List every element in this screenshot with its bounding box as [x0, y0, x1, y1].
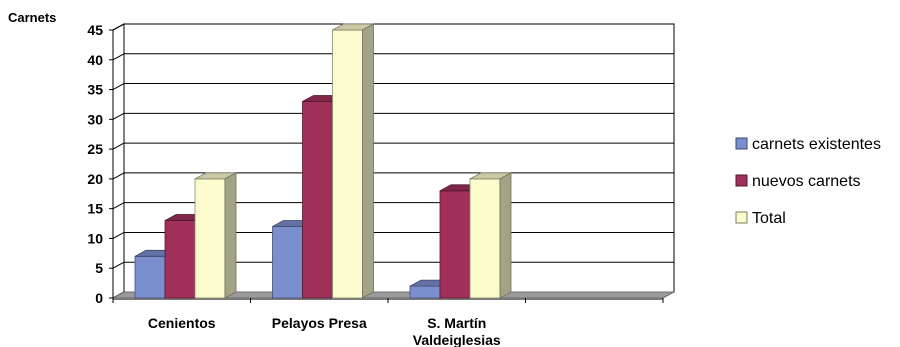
y-tick-label: 40 — [87, 52, 103, 68]
side-wall — [112, 23, 125, 299]
legend-swatch — [735, 137, 748, 150]
bar-front — [164, 220, 196, 299]
gridline-side — [112, 261, 125, 269]
y-tick-label: 35 — [87, 82, 103, 98]
y-tick-label: 30 — [87, 111, 103, 127]
bar-front — [439, 190, 471, 299]
legend-label: nuevos carnets — [752, 173, 861, 190]
y-tick-label: 20 — [87, 171, 103, 187]
bar — [332, 23, 374, 299]
bars — [134, 23, 512, 299]
bar-front — [332, 29, 363, 299]
bar-front — [272, 226, 303, 299]
gridline-side — [112, 142, 125, 150]
y-axis: 0 5 10 15 20 25 30 35 40 45 — [87, 22, 114, 306]
bar-side — [499, 172, 512, 299]
gridline-side — [112, 232, 125, 239]
bar-side — [362, 23, 374, 299]
gridline-side — [112, 23, 125, 31]
y-tick-label: 45 — [87, 22, 103, 38]
gridline-side — [112, 53, 125, 61]
x-axis: Cenientos Pelayos Presa S. Martín Valdeigle… — [112, 298, 664, 347]
gridline-side — [112, 112, 125, 120]
bar-front — [302, 101, 333, 299]
x-tick-label: S. Martín Valdeiglesias — [413, 315, 501, 347]
bar-front — [409, 285, 441, 299]
bar — [194, 172, 237, 299]
legend-swatch — [735, 211, 748, 224]
y-tick-label: 5 — [95, 260, 103, 276]
bar-front — [134, 255, 166, 299]
legend-label: Total — [752, 210, 786, 227]
bar-front — [469, 178, 501, 299]
y-tick-label: 25 — [87, 141, 103, 157]
bar-front — [194, 178, 226, 299]
bar — [469, 172, 512, 299]
legend-swatch — [735, 174, 748, 187]
y-tick-label: 15 — [87, 201, 103, 217]
y-tick-label: 10 — [87, 230, 103, 246]
y-axis-title: Carnets — [8, 10, 56, 25]
gridline-side — [112, 83, 125, 90]
legend-label: carnets existentes — [752, 136, 881, 153]
y-tick-label: 0 — [95, 290, 103, 306]
bar-side — [224, 172, 237, 299]
legend: carnets existentes nuevos carnets Total — [735, 136, 881, 227]
legend-item: Total — [735, 210, 786, 227]
x-tick-label: Pelayos Presa — [272, 315, 367, 331]
gridline-side — [112, 202, 125, 210]
x-tick-label: Cenientos — [148, 315, 216, 331]
legend-item: nuevos carnets — [735, 173, 861, 190]
legend-item: carnets existentes — [735, 136, 881, 153]
gridline-side — [112, 172, 125, 180]
